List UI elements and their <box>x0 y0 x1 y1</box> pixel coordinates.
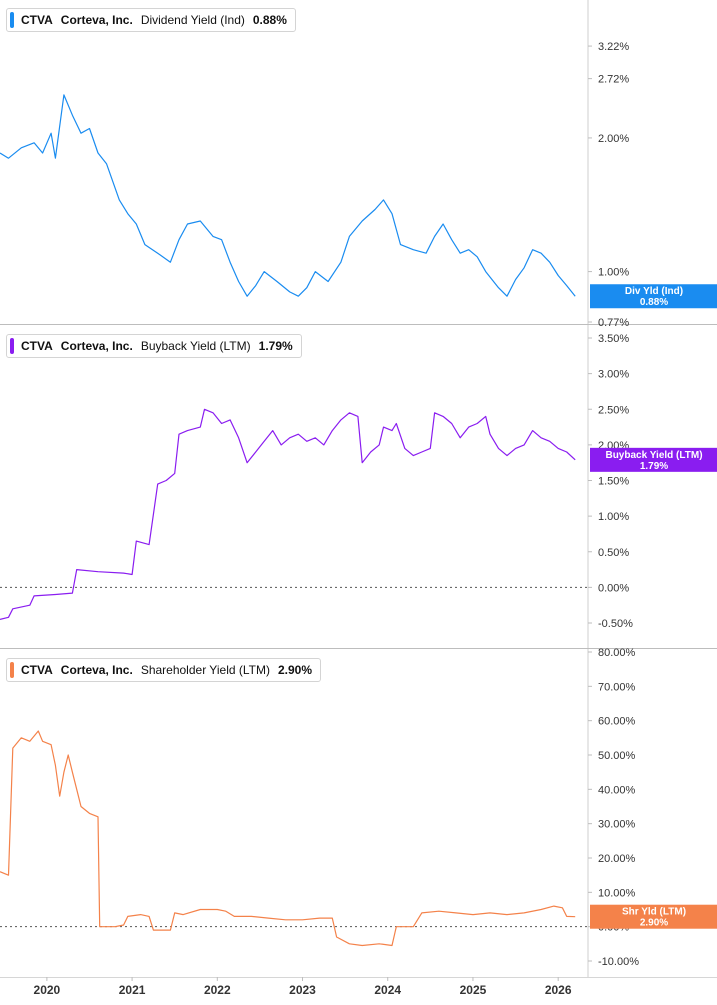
tag-value: 0.88% <box>640 297 668 308</box>
y-tick-label: 3.50% <box>598 333 629 345</box>
y-tick-label: 3.22% <box>598 41 629 53</box>
series-color-swatch <box>10 338 14 354</box>
y-tick-label: 1.00% <box>598 511 629 523</box>
y-tick-label: 80.00% <box>598 647 636 659</box>
legend-value: 2.90% <box>277 663 313 677</box>
y-tick-label: 30.00% <box>598 819 636 831</box>
y-tick-label: 0.77% <box>598 317 629 329</box>
legend-metric: Buyback Yield (LTM) <box>140 339 251 353</box>
y-tick-label: -0.50% <box>598 618 633 630</box>
x-tick-label: 2021 <box>119 983 146 997</box>
legend-shareholder-yield[interactable]: CTVA Corteva, Inc. Shareholder Yield (LT… <box>6 658 322 682</box>
legend-buyback-yield[interactable]: CTVA Corteva, Inc. Buyback Yield (LTM) 1… <box>6 334 302 358</box>
x-tick-label: 2022 <box>204 983 231 997</box>
y-tick-label: 60.00% <box>598 716 636 728</box>
y-tick-label: 1.00% <box>598 267 629 279</box>
legend-dividend-yield[interactable]: CTVA Corteva, Inc. Dividend Yield (Ind) … <box>6 8 296 32</box>
value-tags: Div Yld (Ind)0.88% Buyback Yield (LTM)1.7… <box>590 284 717 929</box>
y-tick-label: 50.00% <box>598 750 636 762</box>
legend-ticker: CTVA <box>21 663 53 677</box>
y-tick-label: 2.50% <box>598 404 629 416</box>
x-tick-label: 2025 <box>460 983 487 997</box>
y-tick-label: 40.00% <box>598 784 636 796</box>
y-tick-label: 1.50% <box>598 476 629 488</box>
tag-value: 1.79% <box>640 461 668 472</box>
tag-label: Shr Yld (LTM) <box>622 907 686 918</box>
x-tick-label: 2023 <box>289 983 316 997</box>
series-line-shr-yld-ltm <box>0 730 576 947</box>
series-line-buyback-yield-ltm <box>0 408 576 620</box>
y-tick-label: -10.00% <box>598 956 639 968</box>
legend-company: Corteva, Inc. <box>60 13 133 27</box>
y-tick-label: 2.72% <box>598 74 629 86</box>
legend-ticker: CTVA <box>21 339 53 353</box>
last-value-tag: Buyback Yield (LTM)1.79% <box>590 447 717 472</box>
tag-label: Div Yld (Ind) <box>625 286 683 297</box>
series-line-div-yld-ind <box>0 94 576 297</box>
legend-metric: Shareholder Yield (LTM) <box>140 663 270 677</box>
y-tick-label: 70.00% <box>598 681 636 693</box>
last-value-tag: Shr Yld (LTM)2.90% <box>590 904 717 929</box>
y-tick-label: 3.00% <box>598 369 629 381</box>
legend-company: Corteva, Inc. <box>60 339 133 353</box>
chart-frame <box>0 0 717 978</box>
legend-value: 1.79% <box>258 339 293 353</box>
y-tick-label: 20.00% <box>598 853 636 865</box>
y-tick-label: 0.00% <box>598 582 629 594</box>
y-tick-label: 10.00% <box>598 887 636 899</box>
x-tick-label: 2020 <box>34 983 61 997</box>
legend-metric: Dividend Yield (Ind) <box>140 13 245 27</box>
x-tick-label: 2024 <box>374 983 401 997</box>
axis-ticks: 3.22% 2.72% 2.00% 1.00% 0.77% 3.50% 3.00% 2.50%… <box>34 41 640 997</box>
legend-value: 0.88% <box>252 13 287 27</box>
legend-company: Corteva, Inc. <box>60 663 133 677</box>
series-color-swatch <box>10 662 14 678</box>
tag-value: 2.90% <box>640 918 668 929</box>
last-value-tag: Div Yld (Ind)0.88% <box>590 284 717 309</box>
series-color-swatch <box>10 12 14 28</box>
y-tick-label: 0.50% <box>598 547 629 559</box>
tag-label: Buyback Yield (LTM) <box>605 450 702 461</box>
y-tick-label: 2.00% <box>598 133 629 145</box>
series-lines <box>0 94 576 947</box>
legend-ticker: CTVA <box>21 13 53 27</box>
x-tick-label: 2026 <box>545 983 572 997</box>
